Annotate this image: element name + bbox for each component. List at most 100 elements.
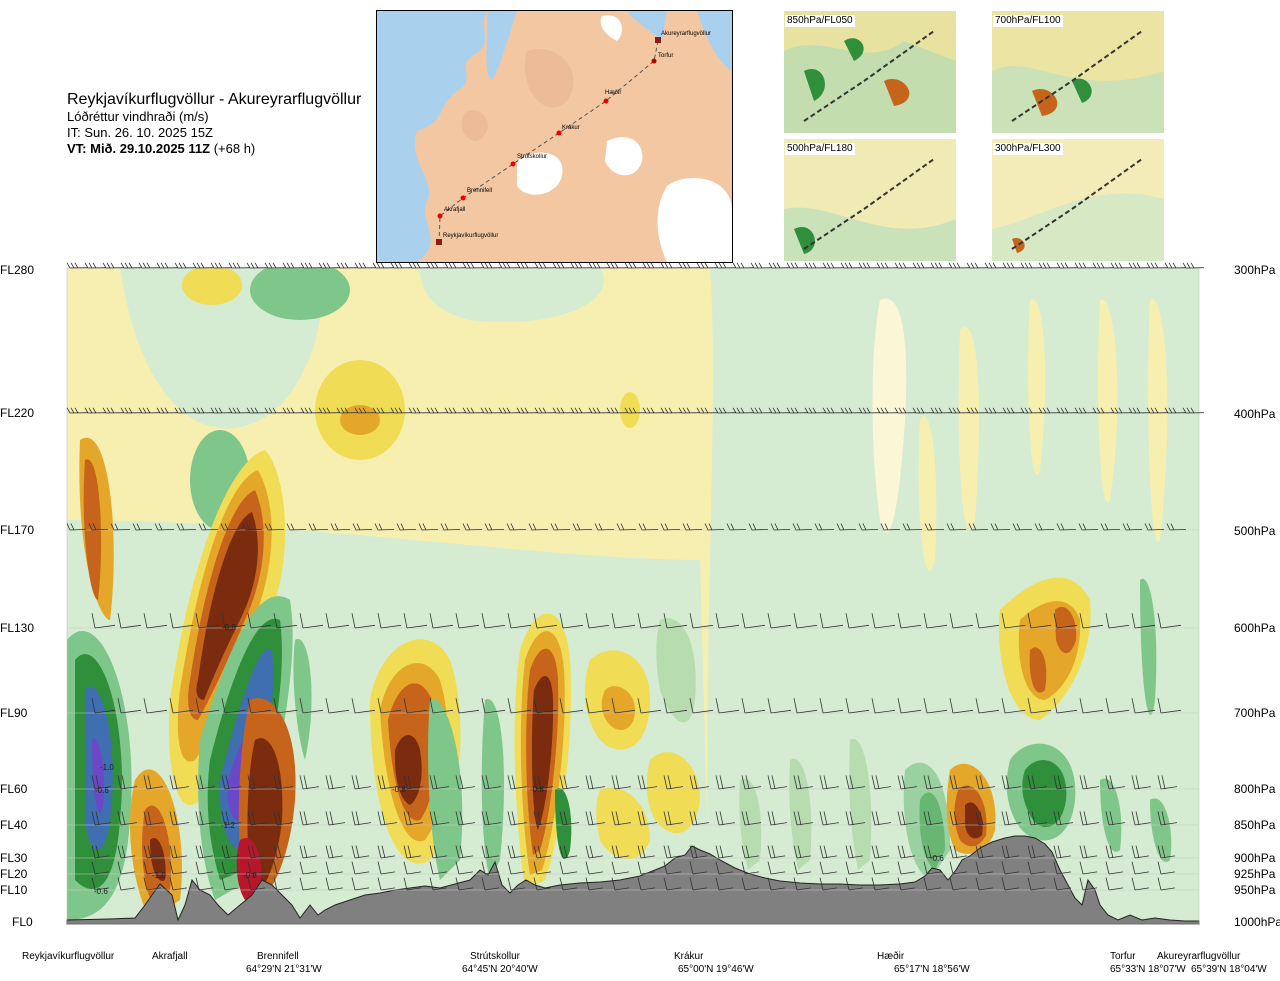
wind-barb xyxy=(585,775,606,790)
wind-barb xyxy=(1157,775,1178,790)
wind-barb xyxy=(377,811,398,826)
thumbnail-700hpa[interactable]: 700hPa/FL100 xyxy=(992,11,1164,133)
wind-barb xyxy=(377,613,402,629)
wind-barb xyxy=(528,523,549,531)
vertical-velocity-field xyxy=(67,268,1199,924)
location-label-akrafjall: Akrafjall xyxy=(152,951,188,962)
wind-barb xyxy=(91,861,110,875)
wind-barb xyxy=(637,845,656,859)
wind-barb xyxy=(715,613,740,629)
wind-barb xyxy=(897,811,918,826)
wind-barb xyxy=(533,775,554,790)
wind-barb xyxy=(84,407,107,414)
wind-barb xyxy=(876,407,899,414)
thumbnail-850hpa[interactable]: 850hPa/FL050 xyxy=(784,11,956,133)
wind-barb xyxy=(585,811,606,826)
wind-barb xyxy=(247,698,272,714)
wind-barb xyxy=(793,613,818,629)
wind-barb xyxy=(767,811,788,826)
wind-barb xyxy=(1079,698,1104,714)
route-map: Akureyrarflugvöllur Torfur Hæðir Krákur … xyxy=(376,10,733,263)
wind-barb xyxy=(220,523,241,531)
wind-barb xyxy=(570,407,593,414)
wind-barb xyxy=(138,407,161,414)
wind-barb xyxy=(481,698,506,714)
wind-barb xyxy=(455,877,474,891)
wind-barb xyxy=(1131,845,1150,859)
wind-barb xyxy=(1105,811,1126,826)
wind-barb xyxy=(949,613,974,629)
wind-barb xyxy=(1157,845,1176,859)
wind-barb xyxy=(767,698,792,714)
thumbnail-500hpa[interactable]: 500hPa/FL180 xyxy=(784,139,956,261)
variable-label: Lóðréttur vindhraði (m/s) xyxy=(67,109,209,124)
wind-barb xyxy=(1131,861,1150,875)
wind-barb xyxy=(822,262,845,269)
wind-barb xyxy=(273,775,294,790)
wind-barb xyxy=(845,845,864,859)
valid-time: VT: Mið. 29.10.2025 11Z (+68 h) xyxy=(67,141,361,157)
wind-barb xyxy=(418,523,439,531)
wind-barb xyxy=(455,811,476,826)
thumbnail-850hpa-svg xyxy=(784,11,956,133)
wind-barb xyxy=(1166,523,1187,531)
wind-barb xyxy=(624,407,647,414)
wind-barb xyxy=(318,407,341,414)
thumbnail-300hpa-svg xyxy=(992,139,1164,261)
hpa-tick-label: 1000hPa xyxy=(1234,915,1280,929)
wind-barb xyxy=(299,613,324,629)
wind-barb xyxy=(968,523,989,531)
map-label-torfur: Torfur xyxy=(658,53,673,59)
wind-barb xyxy=(923,845,942,859)
wind-barb xyxy=(1131,613,1156,629)
map-marker-torfur xyxy=(651,58,657,64)
wind-barb xyxy=(1128,262,1151,269)
wind-barb xyxy=(169,811,190,826)
wind-barb xyxy=(429,811,450,826)
thumbnail-700hpa-svg xyxy=(992,11,1164,133)
wind-barb xyxy=(1074,262,1097,269)
fl-tick-label: FL90 xyxy=(0,706,28,720)
wind-barb xyxy=(455,775,476,790)
wind-barb xyxy=(330,523,351,531)
wind-barb xyxy=(351,811,372,826)
wind-barb xyxy=(1110,407,1133,414)
wind-barb xyxy=(1053,698,1078,714)
wind-barb xyxy=(1157,698,1182,714)
wind-barb xyxy=(923,698,948,714)
wind-barb xyxy=(299,698,324,714)
wind-barb xyxy=(372,262,395,269)
wind-barb xyxy=(689,698,714,714)
wind-barb xyxy=(247,845,266,859)
wind-barb xyxy=(894,262,917,269)
wind-barb xyxy=(299,845,318,859)
wind-barb xyxy=(897,775,918,790)
wind-barb xyxy=(408,407,431,414)
wind-barb xyxy=(440,523,461,531)
thumbnail-label: 850hPa/FL050 xyxy=(785,15,855,27)
thumbnail-300hpa[interactable]: 300hPa/FL300 xyxy=(992,139,1164,261)
wind-barb xyxy=(1164,407,1187,414)
wind-barb xyxy=(534,262,557,269)
wind-barb xyxy=(871,775,892,790)
wind-barb xyxy=(663,698,688,714)
wind-barb xyxy=(1053,811,1074,826)
contour-label: -0.8 xyxy=(222,623,236,632)
wind-barb xyxy=(689,775,710,790)
wind-barb xyxy=(354,262,377,269)
wind-barb xyxy=(91,811,112,826)
wind-barb xyxy=(374,523,395,531)
wind-barb xyxy=(117,877,136,891)
wind-barb xyxy=(102,407,125,414)
wind-barb xyxy=(1131,877,1150,891)
wind-barb xyxy=(390,262,413,269)
wind-barb xyxy=(793,861,812,875)
wind-barb xyxy=(689,877,708,891)
wind-barb xyxy=(325,613,350,629)
wind-barb xyxy=(308,523,329,531)
wind-barb xyxy=(299,877,318,891)
wind-barb xyxy=(819,877,838,891)
map-label-krakur: Krákur xyxy=(562,125,580,131)
wind-barb xyxy=(282,262,305,269)
